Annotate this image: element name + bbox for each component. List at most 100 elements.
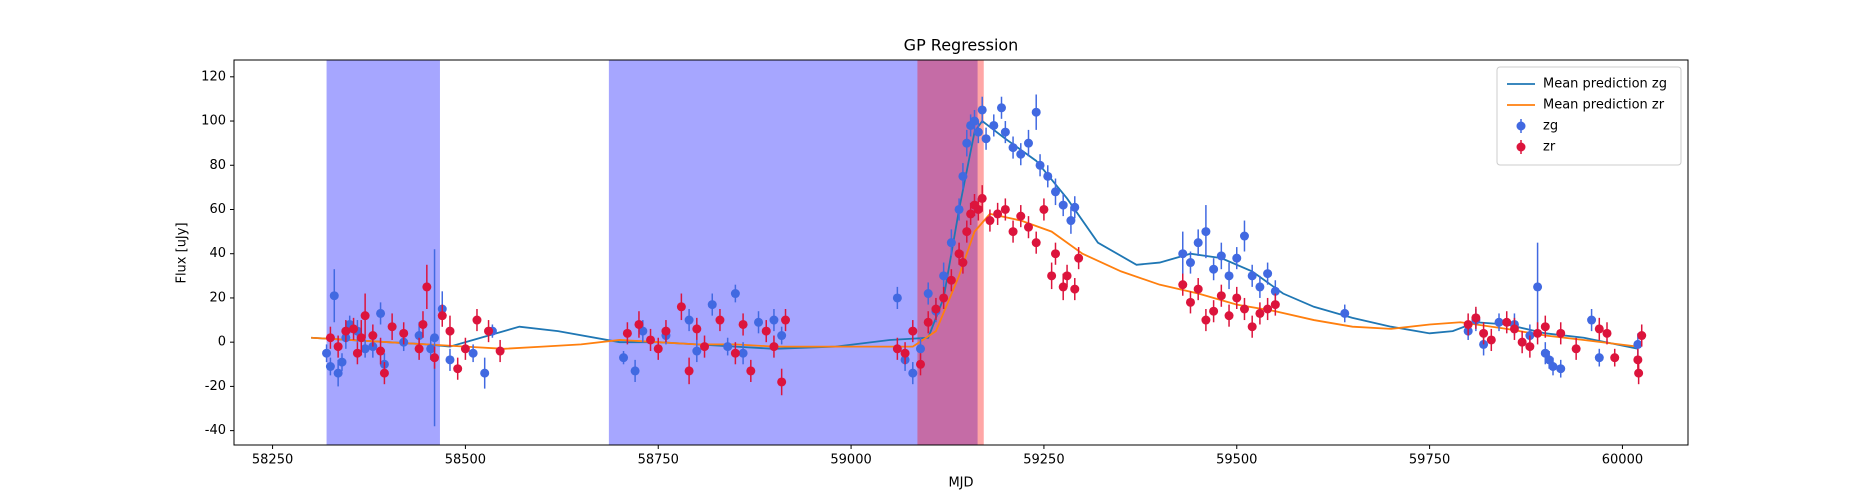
data-point: [1556, 328, 1566, 338]
data-point: [1016, 211, 1026, 221]
data-point: [1594, 353, 1604, 363]
data-point: [337, 357, 347, 367]
data-point: [1016, 149, 1026, 159]
data-point: [1340, 308, 1350, 318]
data-point: [723, 342, 733, 352]
data-point: [1224, 271, 1234, 281]
data-point: [684, 366, 694, 376]
data-point: [1066, 216, 1076, 226]
data-point: [1533, 282, 1543, 292]
data-point: [777, 377, 787, 387]
data-point: [453, 364, 463, 374]
data-point: [414, 331, 424, 341]
data-point: [630, 366, 640, 376]
data-point: [981, 134, 991, 144]
legend-label: Mean prediction zg: [1543, 77, 1667, 92]
data-point: [426, 344, 436, 354]
data-point: [1494, 317, 1504, 327]
data-point: [1062, 271, 1072, 281]
data-point: [646, 335, 656, 345]
data-point: [1533, 328, 1543, 338]
shaded-span: [326, 60, 440, 445]
data-point: [1239, 231, 1249, 241]
data-point: [1602, 328, 1612, 338]
data-point: [484, 326, 494, 336]
data-point: [954, 204, 964, 214]
data-point: [700, 342, 710, 352]
data-point: [962, 138, 972, 148]
data-point: [730, 348, 740, 358]
data-point: [1270, 300, 1280, 310]
data-point: [1193, 284, 1203, 294]
data-point: [958, 258, 968, 268]
legend-swatch: [1516, 142, 1526, 152]
x-tick-label: 59000: [830, 453, 871, 468]
data-point: [973, 127, 983, 137]
data-point: [422, 282, 432, 292]
data-point: [969, 116, 979, 126]
y-tick-label: -40: [205, 423, 226, 438]
x-tick-label: 58250: [252, 453, 293, 468]
data-point: [356, 333, 366, 343]
data-point: [1031, 107, 1041, 117]
data-point: [368, 331, 378, 341]
data-point: [430, 353, 440, 363]
data-point: [472, 315, 482, 325]
data-point: [1502, 317, 1512, 327]
data-point: [360, 344, 370, 354]
data-point: [1000, 127, 1010, 137]
data-point: [900, 348, 910, 358]
data-point: [1039, 204, 1049, 214]
legend-swatch: [1516, 121, 1526, 131]
data-point: [962, 227, 972, 237]
data-point: [1216, 291, 1226, 301]
data-point: [1008, 143, 1018, 153]
data-point: [908, 368, 918, 378]
data-point: [399, 328, 409, 338]
data-point: [634, 319, 644, 329]
data-point: [379, 368, 389, 378]
data-point: [954, 249, 964, 259]
data-point: [1509, 324, 1519, 334]
data-point: [1043, 171, 1053, 181]
data-point: [754, 317, 764, 327]
y-tick-label: 20: [209, 290, 226, 305]
y-tick-label: 60: [209, 202, 226, 217]
data-point: [1633, 339, 1643, 349]
mean-line: [311, 212, 1638, 350]
data-point: [1525, 342, 1535, 352]
data-point: [1232, 253, 1242, 263]
data-point: [1247, 322, 1257, 332]
data-point: [349, 324, 359, 334]
data-point: [1633, 355, 1643, 365]
x-tick-label: 59750: [1409, 453, 1450, 468]
data-point: [1486, 335, 1496, 345]
data-point: [1070, 284, 1080, 294]
axes-frame: [233, 59, 1689, 446]
data-point: [638, 326, 648, 336]
data-point: [333, 342, 343, 352]
data-point: [1035, 160, 1045, 170]
legend-label: Mean prediction zr: [1543, 98, 1665, 113]
data-point: [1047, 271, 1057, 281]
data-point: [1471, 313, 1481, 323]
data-point: [1070, 202, 1080, 212]
data-point: [1540, 322, 1550, 332]
data-point: [325, 333, 335, 343]
y-tick-label: 40: [209, 246, 226, 261]
data-point: [1571, 344, 1581, 354]
data-point: [387, 322, 397, 332]
data-point: [418, 319, 428, 329]
data-point: [622, 328, 632, 338]
data-point: [1000, 204, 1010, 214]
data-point: [692, 346, 702, 356]
data-point: [916, 344, 926, 354]
data-point: [777, 331, 787, 341]
chart-title: GP Regression: [904, 36, 1019, 55]
data-point: [1232, 293, 1242, 303]
data-point: [761, 326, 771, 336]
data-point: [985, 216, 995, 226]
data-point: [966, 209, 976, 219]
x-tick-label: 59250: [1023, 453, 1064, 468]
